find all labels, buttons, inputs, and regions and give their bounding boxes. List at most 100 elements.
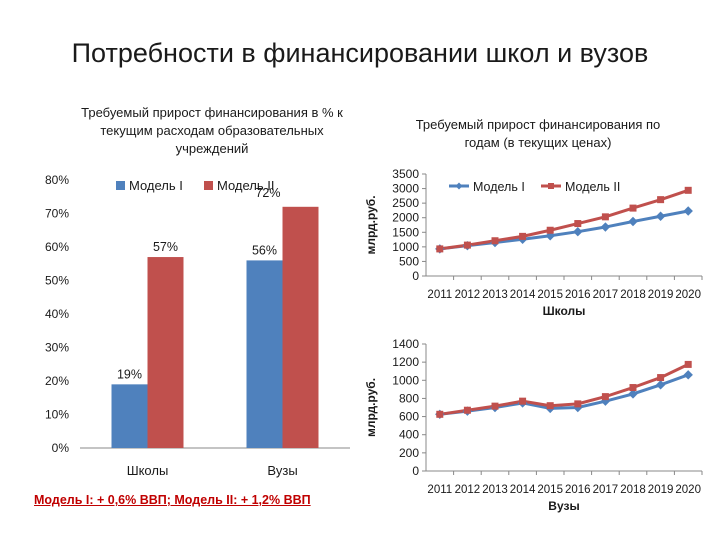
- bar-data-label: 19%: [117, 367, 142, 381]
- line-y-tick-label: 1200: [392, 355, 419, 369]
- data-point-model-2: [546, 226, 554, 234]
- line-x-tick-label: 2017: [593, 484, 619, 496]
- line-y-tick-label: 0: [412, 464, 419, 478]
- line-x-tick-label: 2011: [427, 484, 452, 496]
- slide-title: Потребности в финансировании школ и вузо…: [71, 38, 649, 68]
- data-point-model-2: [546, 402, 554, 410]
- data-point-model-1: [600, 222, 611, 232]
- line-x-axis-title: Школы: [543, 304, 586, 318]
- data-point-model-2: [519, 397, 527, 405]
- bar-y-tick-label: 20%: [45, 374, 69, 388]
- line-x-tick-label: 2014: [510, 484, 536, 496]
- line-y-tick-label: 500: [399, 254, 419, 268]
- data-point-model-2: [574, 400, 582, 408]
- line-x-tick-label: 2020: [675, 484, 701, 496]
- line-x-tick-label: 2018: [620, 289, 646, 301]
- data-point-model-2: [463, 406, 471, 414]
- line-y-tick-label: 3000: [392, 182, 419, 196]
- line-y-axis-title: млрд.руб.: [364, 378, 378, 437]
- legend-marker-1: [455, 182, 463, 190]
- bar-y-tick-label: 0%: [52, 441, 70, 455]
- line-x-tick-label: 2018: [620, 484, 646, 496]
- line-chart-title-line: Требуемый прирост финансирования по: [416, 117, 661, 132]
- bar-chart-title-line: текущим расходам образовательных: [100, 123, 324, 138]
- line-y-tick-label: 400: [399, 428, 419, 442]
- line-x-axis-title: Вузы: [548, 499, 579, 513]
- bar-category-label: Вузы: [267, 463, 297, 478]
- line-x-tick-label: 2012: [455, 289, 481, 301]
- bar-data-label: 56%: [252, 243, 277, 257]
- legend-label-line: Модель II: [565, 180, 620, 194]
- bar-data-label: 72%: [255, 186, 280, 200]
- bar-y-tick-label: 40%: [45, 307, 69, 321]
- bar-y-tick-label: 30%: [45, 341, 69, 355]
- line-y-tick-label: 1000: [392, 373, 419, 387]
- data-point-model-2: [574, 220, 582, 228]
- data-point-model-1: [683, 206, 693, 216]
- line-x-tick-label: 2019: [648, 484, 674, 496]
- line-x-tick-label: 2020: [675, 289, 701, 301]
- line-y-tick-label: 2000: [392, 211, 419, 225]
- data-point-model-2: [629, 384, 637, 392]
- data-point-model-2: [463, 241, 471, 249]
- data-point-model-2: [436, 245, 444, 253]
- line-y-tick-label: 1500: [392, 225, 419, 239]
- line-x-tick-label: 2019: [648, 289, 674, 301]
- line-x-tick-label: 2012: [455, 484, 481, 496]
- line-y-tick-label: 800: [399, 391, 419, 405]
- data-point-model-1: [628, 389, 638, 399]
- bar-y-tick-label: 50%: [45, 274, 69, 288]
- legend-label-line: Модель I: [473, 180, 525, 194]
- data-point-model-2: [436, 410, 444, 418]
- line-y-tick-label: 600: [399, 410, 419, 424]
- data-point-model-2: [657, 374, 665, 382]
- line-y-axis-title: млрд.руб.: [364, 195, 378, 254]
- line-chart-title-line: годам (в текущих ценах): [465, 135, 612, 150]
- bar-2-2: [282, 206, 319, 448]
- line-x-tick-label: 2017: [593, 289, 619, 301]
- line-x-tick-label: 2011: [427, 289, 452, 301]
- data-point-model-2: [684, 186, 692, 194]
- data-point-model-2: [601, 213, 609, 221]
- data-point-model-2: [601, 393, 609, 401]
- bar-y-tick-label: 70%: [45, 207, 69, 221]
- data-point-model-1: [655, 211, 666, 221]
- line-x-tick-label: 2014: [510, 289, 536, 301]
- bar-1-2: [246, 260, 283, 448]
- data-point-model-2: [519, 232, 527, 240]
- line-y-tick-label: 1400: [392, 337, 419, 351]
- data-point-model-1: [655, 380, 666, 390]
- series-line-model-2: [439, 188, 689, 251]
- bar-chart-title-line: Требуемый прирост финансирования в % к: [81, 105, 343, 120]
- bar-2-1: [147, 257, 184, 448]
- line-y-tick-label: 2500: [392, 196, 419, 210]
- legend-marker-2: [548, 183, 554, 189]
- line-x-tick-label: 2013: [482, 289, 508, 301]
- data-point-model-2: [684, 360, 692, 368]
- bar-data-label: 57%: [153, 240, 178, 254]
- legend-swatch-bar: [116, 181, 125, 190]
- line-x-tick-label: 2015: [537, 289, 563, 301]
- data-point-model-1: [628, 216, 638, 227]
- data-point-model-2: [491, 402, 499, 410]
- line-x-tick-label: 2016: [565, 484, 591, 496]
- data-point-model-1: [683, 370, 693, 380]
- data-point-model-2: [491, 237, 499, 245]
- data-point-model-2: [629, 204, 637, 212]
- bar-1-1: [111, 384, 148, 448]
- series-line-model-2: [439, 363, 689, 416]
- line-y-tick-label: 1000: [392, 240, 419, 254]
- bar-y-tick-label: 10%: [45, 408, 69, 422]
- line-y-tick-label: 0: [412, 269, 419, 283]
- line-x-tick-label: 2016: [565, 289, 591, 301]
- line-x-tick-label: 2013: [482, 484, 508, 496]
- line-x-tick-label: 2015: [537, 484, 563, 496]
- line-y-tick-label: 200: [399, 446, 419, 460]
- bar-y-tick-label: 60%: [45, 240, 69, 254]
- data-point-model-1: [573, 226, 583, 237]
- legend-label-bar: Модель II: [217, 178, 275, 193]
- footnote: Модель I: + 0,6% ВВП; Модель II: + 1,2% …: [34, 493, 311, 507]
